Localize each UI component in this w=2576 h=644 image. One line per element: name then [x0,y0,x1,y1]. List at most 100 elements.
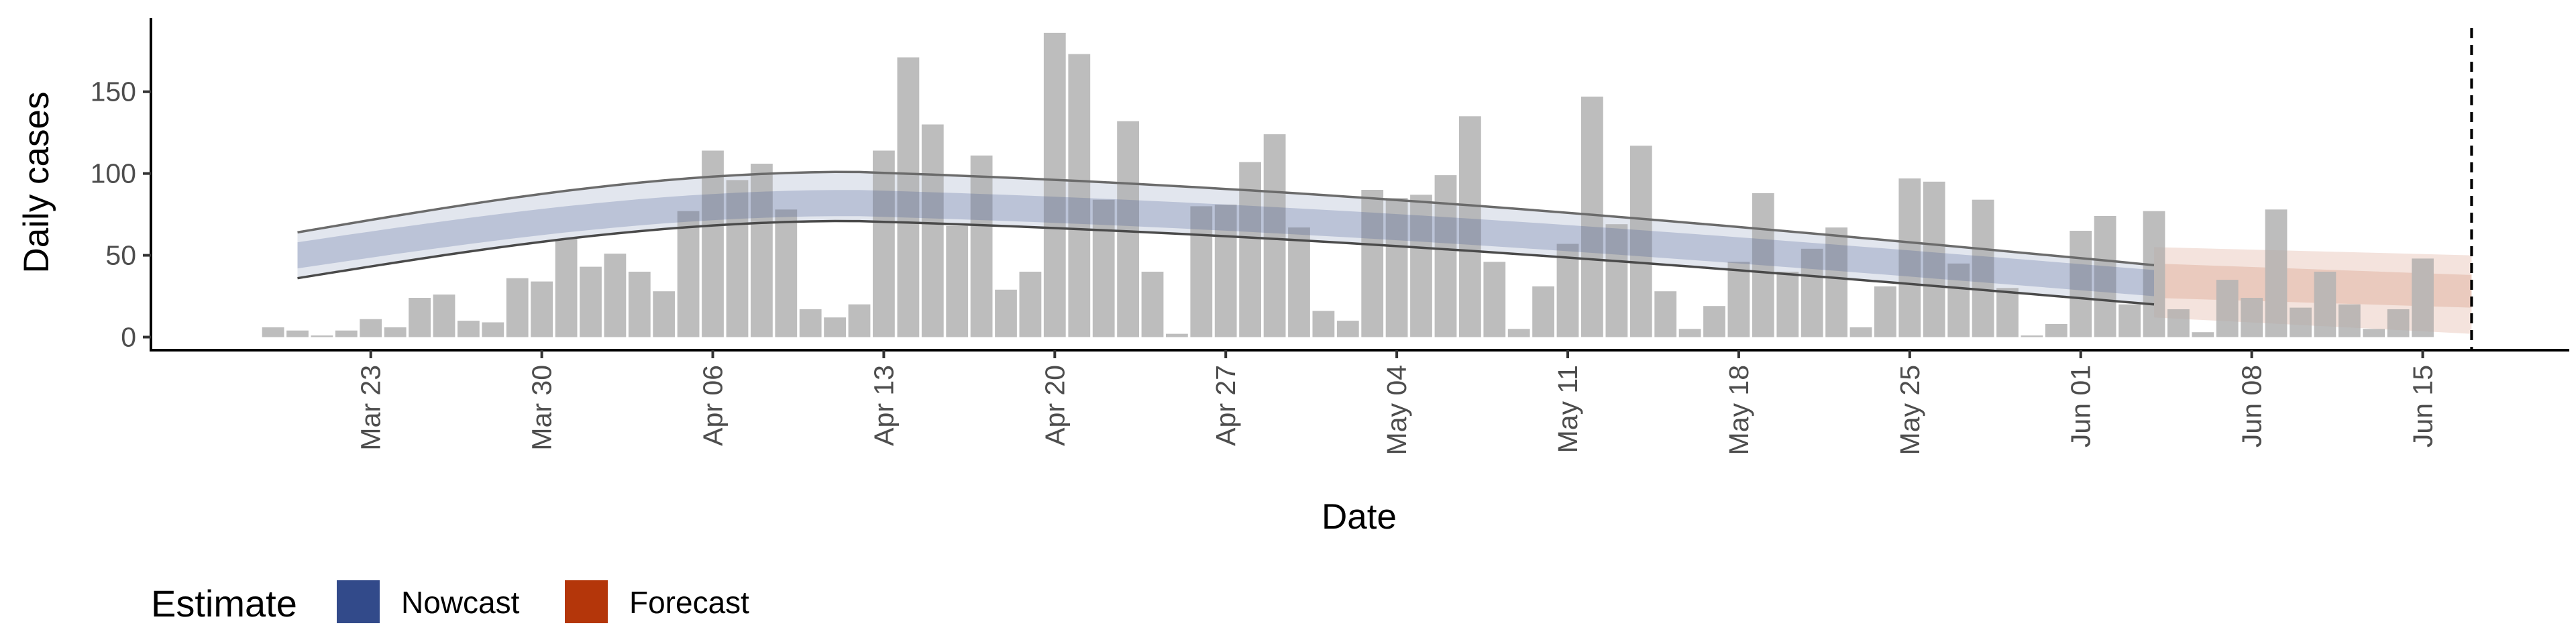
ci-lines [297,170,2155,306]
bar [2167,309,2190,337]
x-tick-label: Jun 01 [2065,365,2096,447]
bar [604,254,627,337]
y-tick-label: 50 [105,240,136,271]
bar [1312,311,1335,337]
bar [1239,162,1261,337]
bar [1678,329,1701,337]
legend-label-nowcast: Nowcast [401,585,520,620]
bar [2363,329,2385,337]
bar [1874,286,1896,337]
bar [1605,224,1628,337]
bar [873,150,895,337]
y-axis-title: Daily cases [17,92,56,274]
bar [1825,227,1847,337]
bar [751,164,773,337]
x-tick-label: May 18 [1723,365,1754,455]
bar [482,322,504,337]
legend-swatch-forecast [565,580,608,623]
legend: Estimate Nowcast Forecast [151,580,749,625]
legend-title: Estimate [151,582,297,625]
bar [1068,54,1091,337]
bar [580,266,602,337]
x-tick-label: May 25 [1894,365,1925,455]
bar [311,335,333,337]
bar [2021,335,2043,337]
bar [1996,288,2019,337]
x-ticks: Mar 23 Mar 30 Apr 06 Apr 13 Apr 20 Apr 27 May … [356,350,2438,455]
bars [262,32,2434,337]
bar [433,294,455,337]
bar [628,272,651,337]
x-tick-label: Apr 13 [868,365,899,446]
y-tick-label: 100 [91,158,136,189]
bar [2314,272,2337,337]
bar [921,124,944,337]
bar [2192,332,2214,337]
x-tick-label: May 04 [1381,365,1412,455]
bar [1361,190,1384,337]
x-tick-label: Apr 27 [1210,365,1241,446]
bar [1336,321,1359,337]
bar [995,289,1017,337]
bar [2338,304,2361,337]
bar [1947,263,1970,337]
bar [946,225,969,337]
bar [1166,333,1188,337]
bar [1141,272,1164,337]
bar [1776,272,1799,337]
bar [1214,205,1237,337]
bar [1092,199,1115,337]
bar [1263,134,1286,337]
nowcast-lower-line [297,219,2155,306]
x-tick-label: Mar 23 [356,365,386,451]
bar [1752,193,1774,337]
x-axis-title: Date [1322,497,1397,537]
bar [2118,304,2141,337]
nowcast-90-band-overlay [297,172,2154,305]
bar [409,298,431,337]
bar [1190,206,1213,337]
bar [1898,178,1921,337]
bar [458,321,480,337]
bar [531,281,553,337]
bar [677,211,700,337]
bar [1117,121,1139,337]
bar [1581,97,1603,337]
bar [775,209,798,337]
bar [1556,244,1579,337]
forecast-90-band-overlay [2153,247,2472,334]
bar [1972,199,1994,337]
bar [2094,216,2116,337]
bar [1629,146,1652,337]
bar [555,239,578,337]
y-ticks: 0 50 100 150 [91,76,151,352]
nowcast-upper-line [297,170,2155,266]
bar [2290,307,2312,337]
x-tick-label: Jun 15 [2408,365,2438,447]
bar [799,309,822,337]
bar [1849,327,1872,337]
bar [653,291,676,337]
bar [702,150,724,337]
bar [824,317,846,337]
bar [2241,298,2263,337]
bar [1923,181,1945,337]
bar [286,330,309,337]
y-tick-label: 150 [91,76,136,107]
bar [335,330,358,337]
bar [1385,198,1408,337]
bar [1532,286,1554,337]
bar [2216,280,2239,337]
bar [897,57,920,337]
bar [2412,258,2434,337]
bar [1654,291,1677,337]
legend-label-forecast: Forecast [629,585,749,620]
bar [506,278,529,337]
x-tick-label: Jun 08 [2237,365,2267,447]
bar [1703,306,1725,337]
bar [2387,309,2410,337]
bar [262,327,284,337]
x-tick-label: Mar 30 [527,365,557,451]
bar [1483,262,1506,337]
